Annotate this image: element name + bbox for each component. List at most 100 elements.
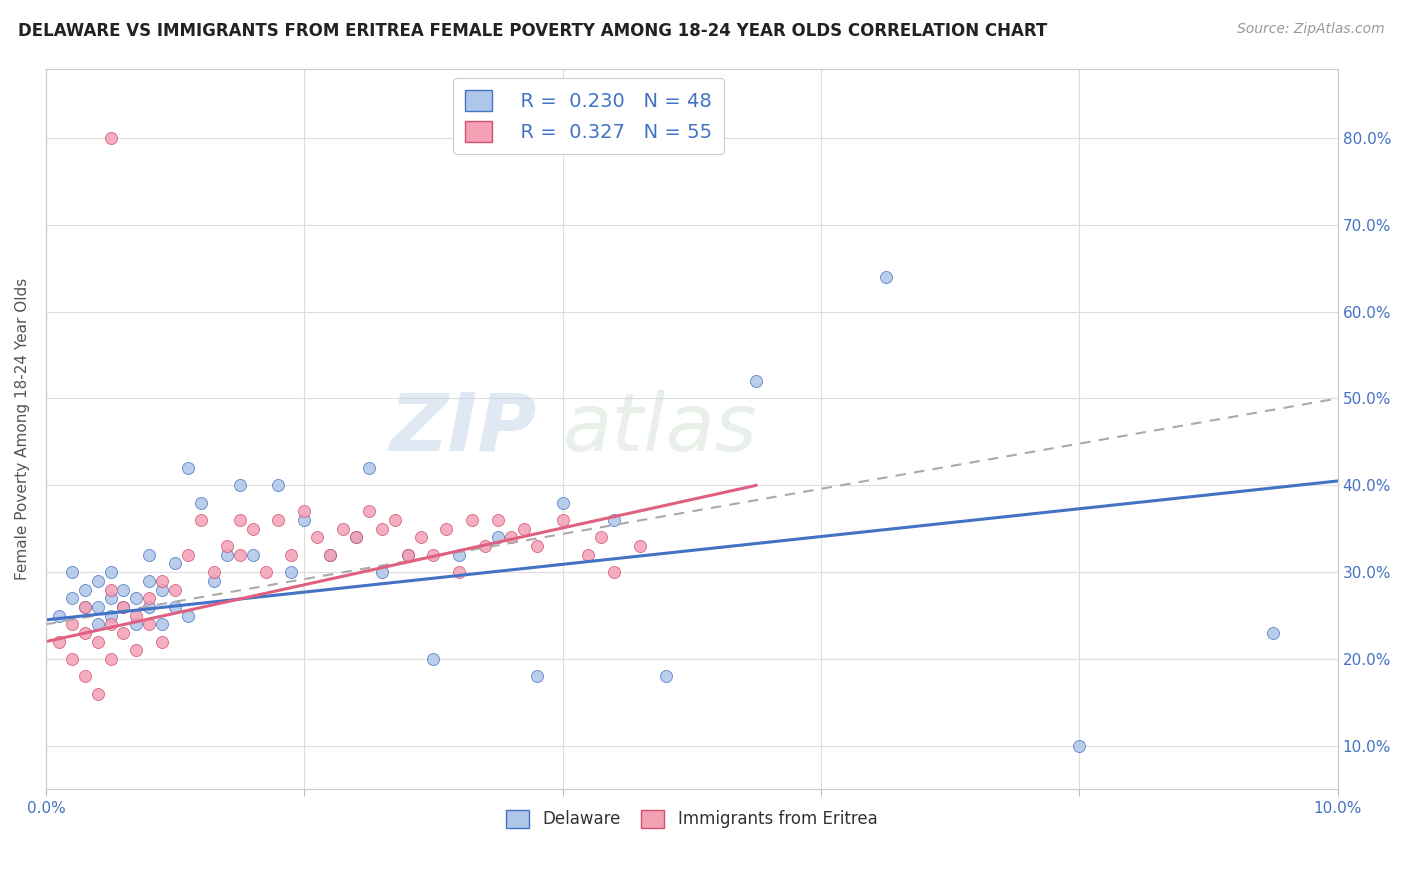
Point	[228, 513, 250, 527]
Point	[319, 548, 342, 562]
Point	[499, 530, 522, 544]
Point	[396, 548, 419, 562]
Point	[86, 617, 108, 632]
Point	[73, 582, 96, 597]
Point	[150, 582, 173, 597]
Point	[177, 461, 200, 475]
Point	[603, 565, 626, 579]
Point	[344, 530, 367, 544]
Point	[384, 513, 406, 527]
Point	[215, 539, 238, 553]
Point	[138, 574, 160, 588]
Point	[655, 669, 678, 683]
Point	[73, 669, 96, 683]
Point	[112, 599, 135, 614]
Point	[100, 617, 122, 632]
Legend: Delaware, Immigrants from Eritrea: Delaware, Immigrants from Eritrea	[499, 803, 884, 835]
Point	[48, 634, 70, 648]
Point	[1261, 626, 1284, 640]
Point	[100, 131, 122, 145]
Text: DELAWARE VS IMMIGRANTS FROM ERITREA FEMALE POVERTY AMONG 18-24 YEAR OLDS CORRELA: DELAWARE VS IMMIGRANTS FROM ERITREA FEMA…	[18, 22, 1047, 40]
Point	[100, 591, 122, 606]
Point	[150, 634, 173, 648]
Point	[138, 617, 160, 632]
Point	[150, 617, 173, 632]
Point	[242, 548, 264, 562]
Point	[280, 565, 302, 579]
Point	[344, 530, 367, 544]
Y-axis label: Female Poverty Among 18-24 Year Olds: Female Poverty Among 18-24 Year Olds	[15, 277, 30, 580]
Point	[422, 652, 444, 666]
Point	[125, 643, 148, 657]
Point	[578, 548, 600, 562]
Point	[125, 591, 148, 606]
Text: atlas: atlas	[562, 390, 758, 468]
Point	[319, 548, 342, 562]
Point	[307, 530, 329, 544]
Point	[177, 548, 200, 562]
Point	[357, 504, 380, 518]
Point	[60, 591, 83, 606]
Text: Source: ZipAtlas.com: Source: ZipAtlas.com	[1237, 22, 1385, 37]
Point	[396, 548, 419, 562]
Point	[202, 565, 225, 579]
Point	[357, 461, 380, 475]
Point	[100, 652, 122, 666]
Text: ZIP: ZIP	[389, 390, 537, 468]
Point	[100, 565, 122, 579]
Point	[86, 687, 108, 701]
Point	[112, 599, 135, 614]
Point	[190, 496, 212, 510]
Point	[292, 504, 315, 518]
Point	[112, 626, 135, 640]
Point	[150, 574, 173, 588]
Point	[280, 548, 302, 562]
Point	[86, 634, 108, 648]
Point	[591, 530, 613, 544]
Point	[745, 374, 768, 388]
Point	[267, 478, 290, 492]
Point	[228, 548, 250, 562]
Point	[449, 565, 471, 579]
Point	[551, 496, 574, 510]
Point	[513, 522, 536, 536]
Point	[434, 522, 457, 536]
Point	[73, 626, 96, 640]
Point	[165, 582, 187, 597]
Point	[526, 669, 548, 683]
Point	[125, 617, 148, 632]
Point	[551, 513, 574, 527]
Point	[409, 530, 432, 544]
Point	[100, 582, 122, 597]
Point	[422, 548, 444, 562]
Point	[125, 608, 148, 623]
Point	[73, 599, 96, 614]
Point	[60, 652, 83, 666]
Point	[202, 574, 225, 588]
Point	[138, 548, 160, 562]
Point	[100, 608, 122, 623]
Point	[60, 617, 83, 632]
Point	[332, 522, 354, 536]
Point	[1069, 739, 1091, 753]
Point	[486, 513, 509, 527]
Point	[603, 513, 626, 527]
Point	[228, 478, 250, 492]
Point	[628, 539, 651, 553]
Point	[267, 513, 290, 527]
Point	[112, 582, 135, 597]
Point	[371, 522, 394, 536]
Point	[254, 565, 277, 579]
Point	[48, 608, 70, 623]
Point	[461, 513, 484, 527]
Point	[242, 522, 264, 536]
Point	[190, 513, 212, 527]
Point	[138, 599, 160, 614]
Point	[875, 269, 897, 284]
Point	[449, 548, 471, 562]
Point	[292, 513, 315, 527]
Point	[474, 539, 496, 553]
Point	[215, 548, 238, 562]
Point	[526, 539, 548, 553]
Point	[165, 557, 187, 571]
